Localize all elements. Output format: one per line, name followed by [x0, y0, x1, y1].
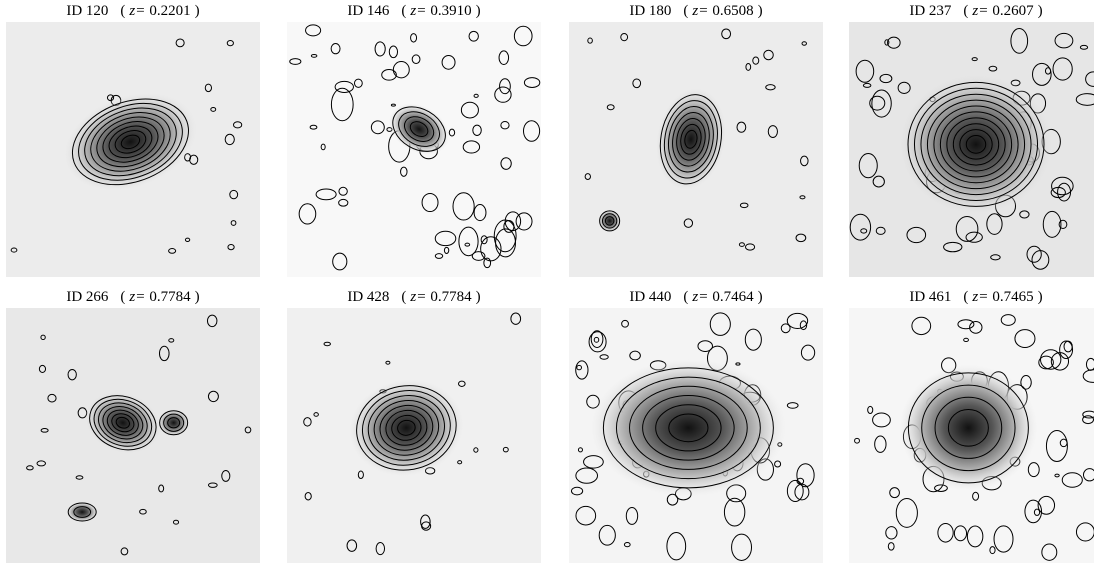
title-part: ID 428: [347, 289, 389, 305]
panel: ID 440 (z=0.7464): [569, 289, 823, 563]
title-part: 0.7465: [992, 289, 1033, 305]
panel-title: ID 180 (z=0.6508): [629, 3, 762, 19]
title-part: (: [120, 3, 125, 19]
title-part: 0.3910: [430, 3, 471, 19]
title-part: z=: [691, 3, 708, 19]
title-part: 0.2607: [992, 3, 1034, 19]
title-part: z=: [409, 289, 426, 305]
panel-title: ID 440 (z=0.7464): [629, 289, 762, 305]
panel: ID 266 (z=0.7784): [6, 289, 260, 563]
title-part: 0.7464: [712, 289, 754, 305]
title-part: ): [758, 289, 763, 305]
title-part: ): [195, 3, 200, 19]
panel-title: ID 428 (z=0.7784): [347, 289, 480, 305]
galaxy: [899, 365, 1037, 492]
figure: ID 120(z=0.2201)ID 146(z=0.3910)ID 180(z…: [0, 0, 1094, 563]
panel-title: ID 146 (z=0.3910): [347, 3, 480, 19]
title-part: (: [683, 3, 688, 19]
title-part: ): [476, 3, 481, 19]
title-part: ID 146: [347, 3, 390, 19]
title-part: 0.7784: [430, 289, 472, 305]
title-part: 0.2201: [149, 3, 190, 19]
title-part: (: [401, 289, 406, 305]
title-part: ID 440: [629, 289, 671, 305]
title-part: ID 461: [909, 289, 951, 305]
title-part: z=: [971, 3, 988, 19]
title-part: 0.7784: [149, 289, 191, 305]
panel: ID 180 (z=0.6508): [569, 3, 823, 277]
title-part: ): [195, 289, 200, 305]
galaxy: [598, 209, 621, 232]
title-part: 0.6508: [712, 3, 753, 19]
panel-title: ID 120 (z=0.2201): [66, 3, 199, 19]
title-part: z=: [971, 289, 988, 305]
panel-title: ID 266 (z=0.7784): [66, 289, 199, 305]
title-part: ): [758, 3, 763, 19]
panel: ID 120 (z=0.2201): [6, 3, 260, 277]
title-part: (: [401, 3, 406, 19]
title-part: z=: [128, 289, 145, 305]
panel-title: ID 461 (z=0.7465): [909, 289, 1042, 305]
panel: ID 146 (z=0.3910): [287, 3, 541, 277]
galaxy: [591, 359, 787, 497]
title-part: (: [963, 289, 968, 305]
galaxy: [158, 409, 190, 437]
title-part: (: [963, 3, 968, 19]
title-part: ID 120: [66, 3, 108, 19]
panel-title: ID 237 (z=0.2607): [909, 3, 1042, 19]
title-part: ): [476, 289, 481, 305]
panel: ID 461 (z=0.7465): [849, 289, 1094, 563]
title-part: (: [683, 289, 688, 305]
title-part: z=: [128, 3, 145, 19]
panel: ID 428 (z=0.7784): [287, 289, 541, 563]
title-part: ID 180: [629, 3, 671, 19]
title-part: ID 266: [66, 289, 109, 305]
title-part: (: [120, 289, 125, 305]
title-part: z=: [409, 3, 426, 19]
title-part: ): [1038, 3, 1043, 19]
title-part: z=: [691, 289, 708, 305]
panel: ID 237 (z=0.2607): [849, 3, 1094, 277]
galaxy: [66, 502, 98, 523]
title-part: ID 237: [909, 3, 952, 19]
title-part: ): [1038, 289, 1043, 305]
